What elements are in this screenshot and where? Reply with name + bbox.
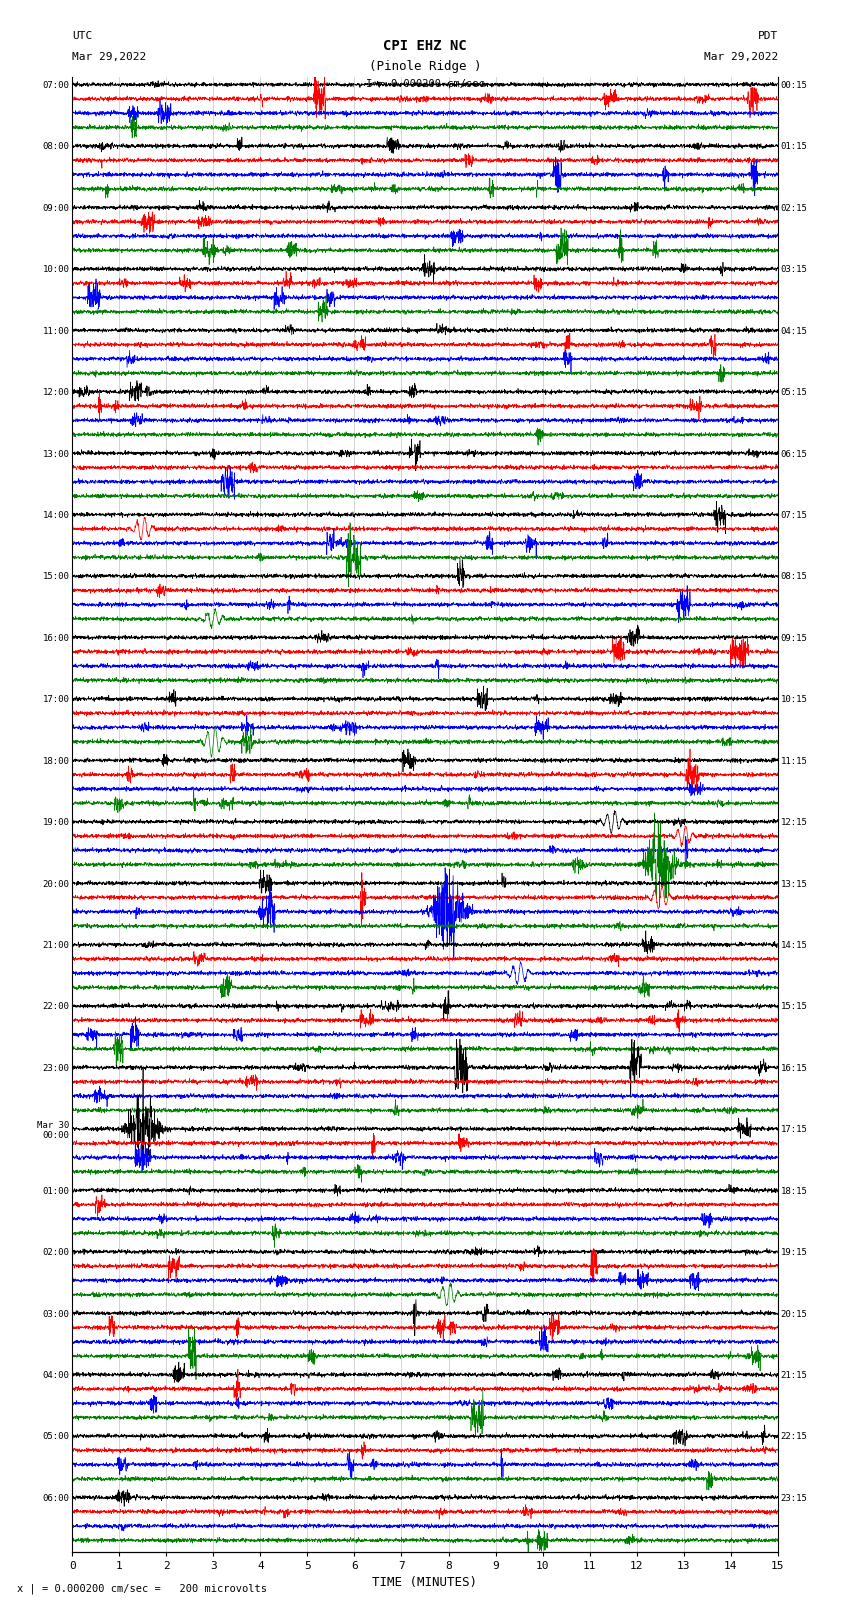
Text: I = 0.000200 cm/sec: I = 0.000200 cm/sec [366,79,484,89]
Text: Mar 29,2022: Mar 29,2022 [72,52,146,61]
Text: CPI EHZ NC: CPI EHZ NC [383,39,467,53]
Text: x | = 0.000200 cm/sec =   200 microvolts: x | = 0.000200 cm/sec = 200 microvolts [17,1582,267,1594]
Text: UTC: UTC [72,31,93,40]
Text: PDT: PDT [757,31,778,40]
Text: (Pinole Ridge ): (Pinole Ridge ) [369,60,481,73]
X-axis label: TIME (MINUTES): TIME (MINUTES) [372,1576,478,1589]
Text: Mar 29,2022: Mar 29,2022 [704,52,778,61]
